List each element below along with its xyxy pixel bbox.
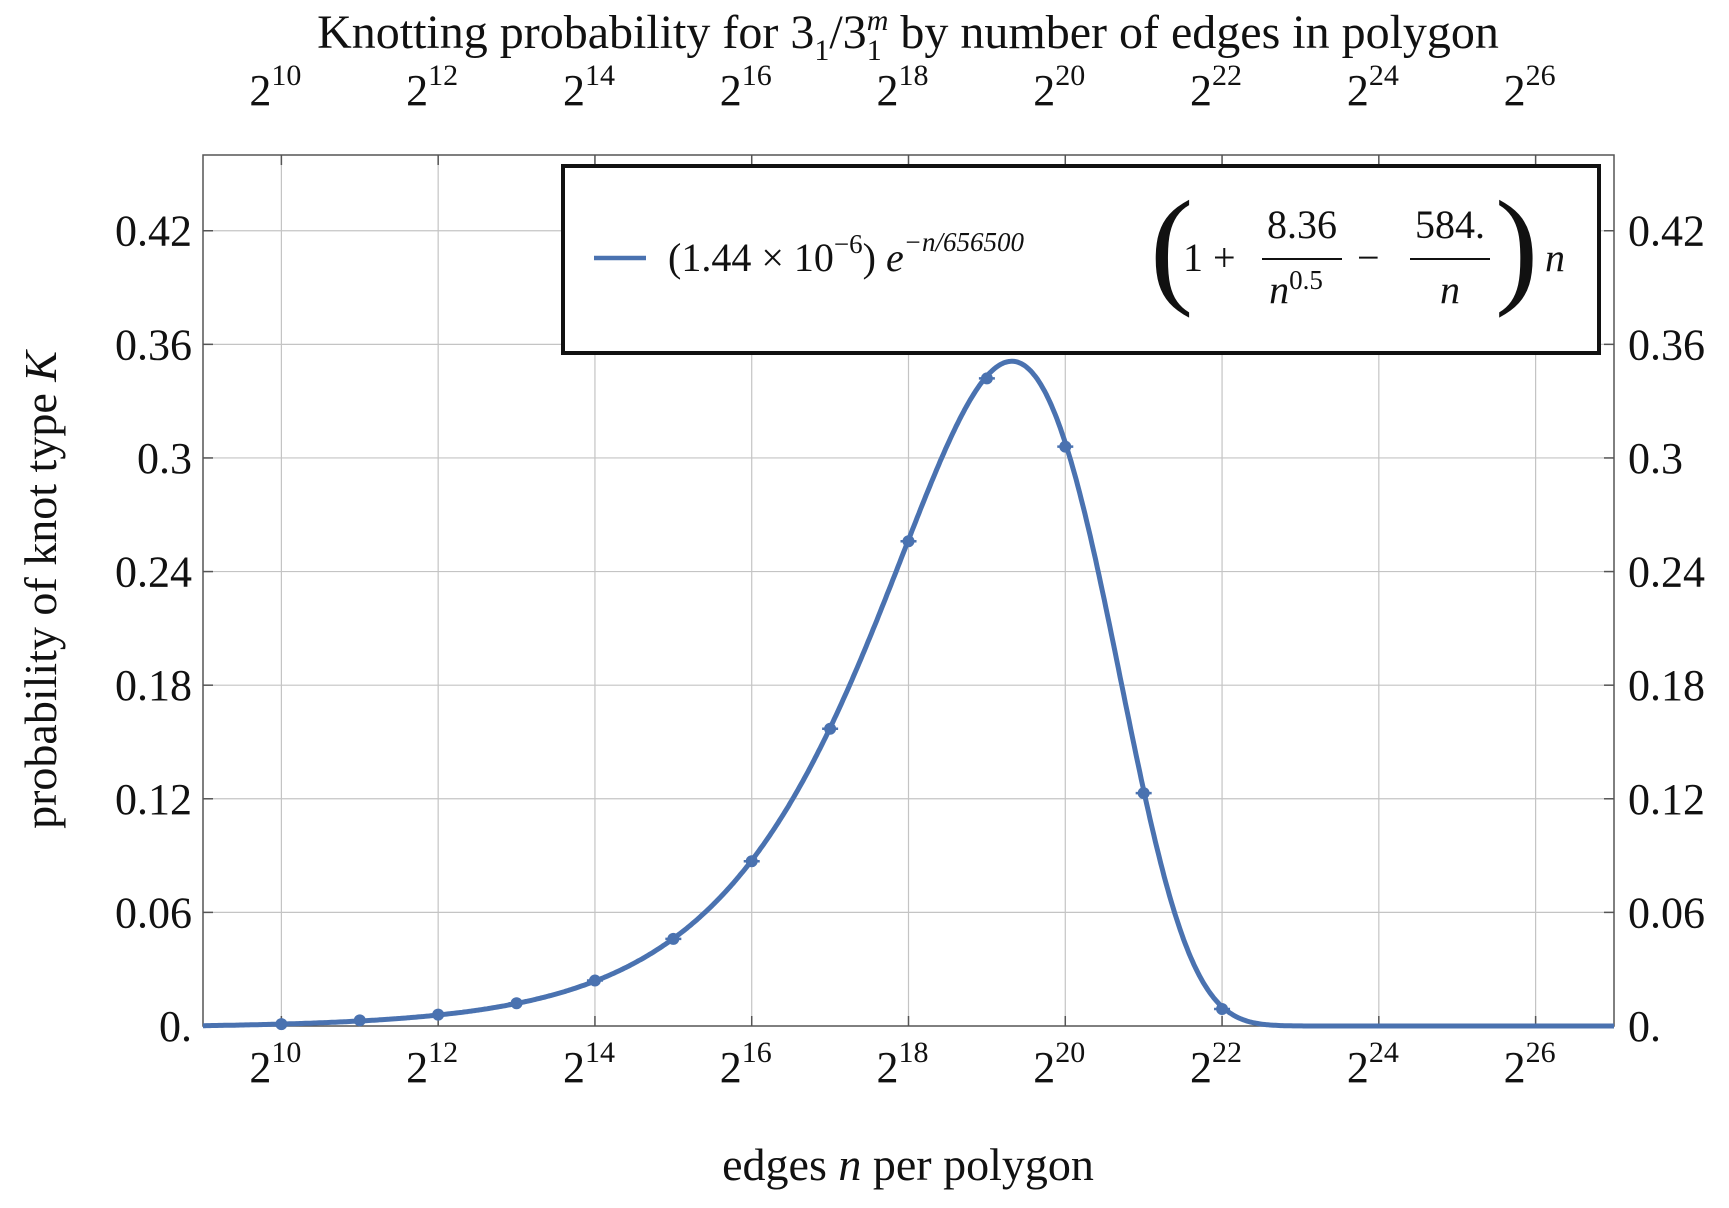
x-tick-label-bottom-6: 222	[1190, 1036, 1242, 1092]
x-tick-label-top-7: 224	[1347, 59, 1399, 115]
data-point-3	[510, 997, 523, 1010]
y-tick-label-right-1: 0.06	[1628, 888, 1705, 937]
x-tick-label-top-5: 220	[1033, 59, 1085, 115]
data-point-11	[1137, 787, 1150, 800]
y-tick-label-left-6: 0.36	[115, 320, 192, 369]
y-tick-label-right-5: 0.3	[1628, 434, 1683, 483]
y-tick-label-right-3: 0.18	[1628, 661, 1705, 710]
legend-frac1-num: 8.36	[1267, 202, 1337, 247]
legend-one-plus: 1 +	[1183, 235, 1236, 280]
x-tick-label-bottom-2: 214	[563, 1036, 615, 1092]
y-tick-label-right-7: 0.42	[1628, 207, 1705, 256]
data-point-10	[1059, 440, 1072, 453]
x-tick-label-top-8: 226	[1504, 59, 1556, 115]
x-tick-label-bottom-3: 216	[720, 1036, 772, 1092]
x-tick-label-bottom-4: 218	[877, 1036, 929, 1092]
legend: (1.44 × 10−6) e−n/656500 ( 1 + 8.36 n0.5 …	[561, 164, 1601, 355]
data-point-9	[980, 372, 993, 385]
plot-frame	[202, 154, 1615, 1027]
data-point-6	[745, 855, 758, 868]
legend-coefficient: (1.44 × 10	[668, 235, 834, 280]
y-tick-label-left-3: 0.18	[115, 661, 192, 710]
legend-minus: −	[1357, 235, 1380, 280]
x-tick-label-bottom-8: 226	[1504, 1036, 1556, 1092]
data-point-4	[588, 974, 601, 987]
legend-coefficient-exponent: −6	[834, 229, 863, 259]
x-tick-label-bottom-1: 212	[406, 1036, 458, 1092]
y-tick-label-left-2: 0.12	[115, 775, 192, 824]
x-tick-label-top-4: 218	[877, 59, 929, 115]
data-points	[273, 372, 1231, 1031]
y-tick-label-left-7: 0.42	[115, 207, 192, 256]
data-point-12	[1216, 1002, 1229, 1015]
legend-frac2-num: 584.	[1415, 202, 1485, 247]
legend-exp-text: −n/656500	[904, 227, 1025, 257]
legend-formula: (1.44 × 10−6) e−n/656500	[668, 227, 1024, 280]
legend-frac2-den: n	[1440, 267, 1460, 312]
data-point-7	[824, 722, 837, 735]
x-tick-label-bottom-7: 224	[1347, 1036, 1399, 1092]
y-axis-label: probability of knot type K	[15, 349, 66, 829]
data-point-8	[902, 535, 915, 548]
data-point-5	[667, 932, 680, 945]
x-tick-label-bottom-5: 220	[1033, 1036, 1085, 1092]
legend-big-paren-close: )	[1495, 175, 1538, 319]
chart-title: Knotting probability for 31/31m by numbe…	[317, 4, 1499, 67]
data-point-1	[353, 1014, 366, 1027]
y-tick-label-right-0: 0.	[1628, 1002, 1661, 1051]
legend-coefficient-close: )	[863, 235, 876, 280]
x-axis-label: edges n per polygon	[722, 1139, 1094, 1190]
legend-big-paren-open: (	[1150, 175, 1193, 319]
x-tick-label-top-1: 212	[406, 59, 458, 115]
x-tick-label-top-2: 214	[563, 59, 615, 115]
x-tick-label-bottom-0: 210	[249, 1036, 301, 1092]
legend-frac1-den: n0.5	[1269, 265, 1323, 312]
x-tick-label-top-6: 222	[1190, 59, 1242, 115]
y-tick-label-right-2: 0.12	[1628, 775, 1705, 824]
legend-trailing-n: n	[1545, 235, 1565, 280]
y-tick-label-left-4: 0.24	[115, 548, 192, 597]
tick-labels: 210 210 212 212 214 214 216 216 218 218 220 220 222 2…	[115, 59, 1705, 1092]
x-tick-label-top-3: 216	[720, 59, 772, 115]
y-tick-label-right-6: 0.36	[1628, 320, 1705, 369]
data-point-0	[275, 1018, 288, 1031]
x-tick-label-top-0: 210	[249, 59, 301, 115]
y-tick-label-left-0: 0.	[159, 1002, 192, 1051]
y-tick-label-left-5: 0.3	[137, 434, 192, 483]
legend-exp-base: e	[886, 235, 904, 280]
y-tick-label-left-1: 0.06	[115, 888, 192, 937]
data-point-2	[432, 1008, 445, 1021]
y-tick-label-right-4: 0.24	[1628, 548, 1705, 597]
